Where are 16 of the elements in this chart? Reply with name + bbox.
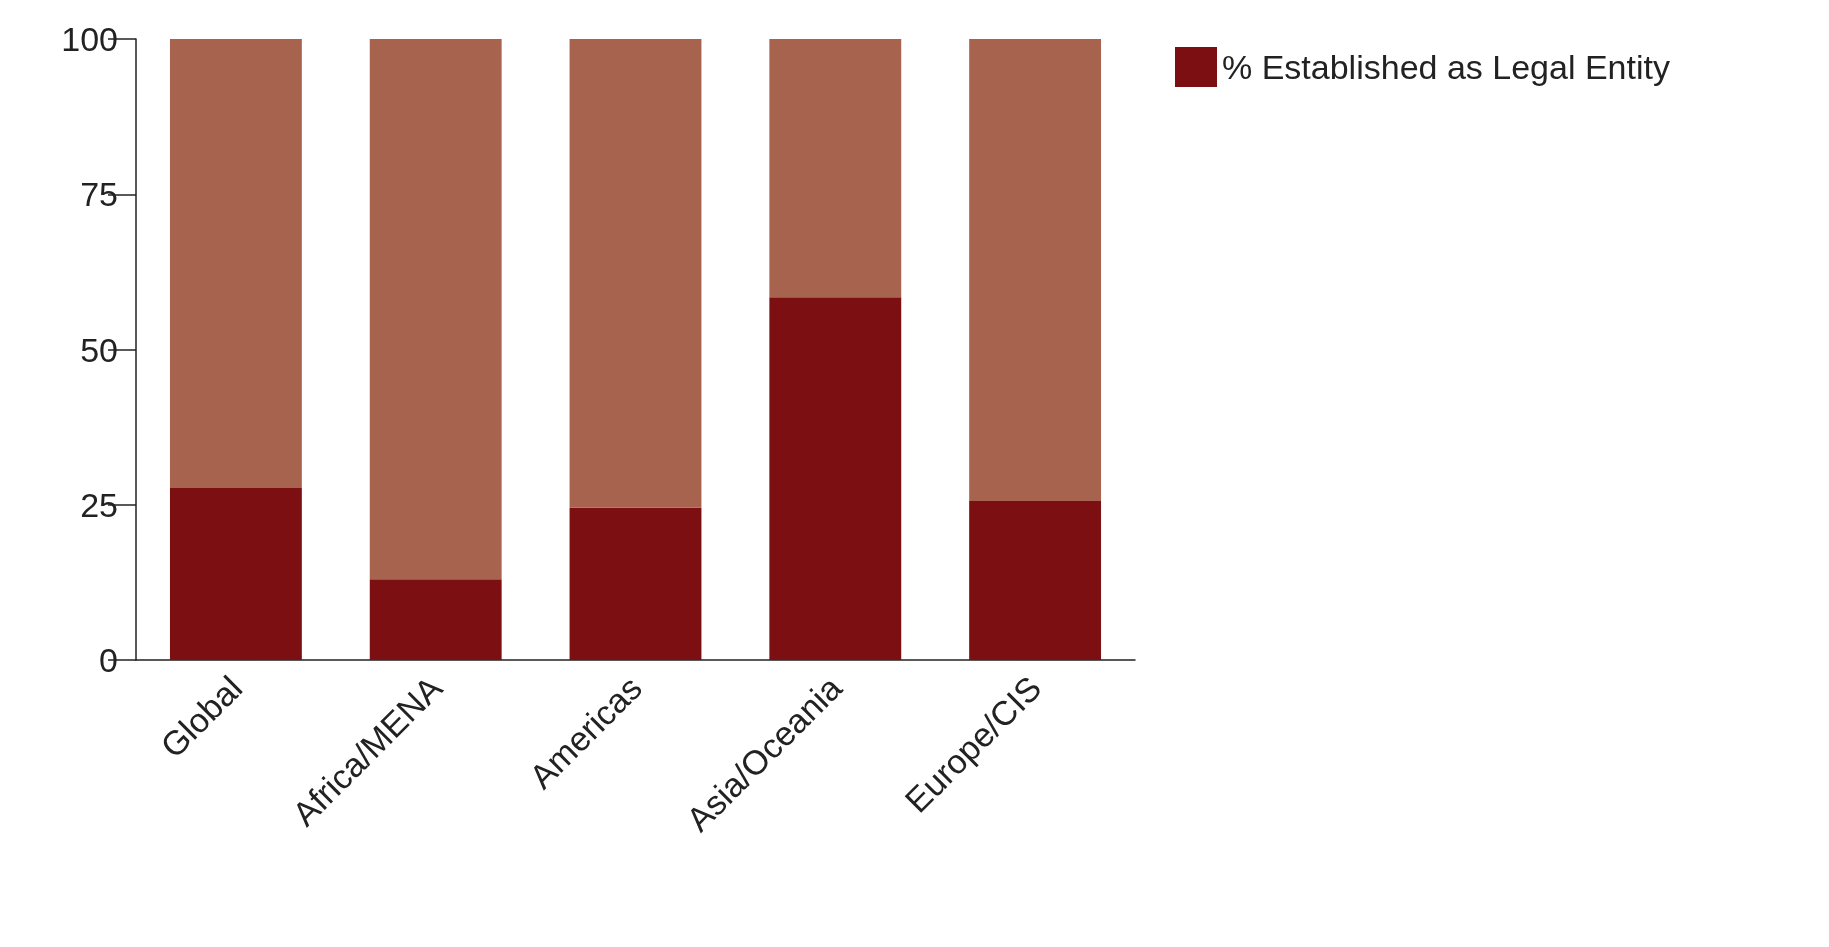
legend-label: % Established as Legal Entity xyxy=(1222,48,1670,86)
bar xyxy=(969,501,1102,660)
bar xyxy=(769,39,902,298)
bar xyxy=(569,39,702,508)
y-tick-label: 0 xyxy=(99,641,118,679)
bar xyxy=(369,39,502,580)
bar xyxy=(969,39,1102,502)
y-tick-label: 100 xyxy=(61,20,118,58)
bar xyxy=(169,487,302,660)
bar xyxy=(769,297,902,660)
y-tick-label: 75 xyxy=(80,175,118,214)
bar xyxy=(369,579,502,660)
y-tick-label: 50 xyxy=(80,330,118,369)
bar xyxy=(169,39,302,488)
y-tick-label: 25 xyxy=(80,485,118,524)
bar xyxy=(569,507,702,660)
